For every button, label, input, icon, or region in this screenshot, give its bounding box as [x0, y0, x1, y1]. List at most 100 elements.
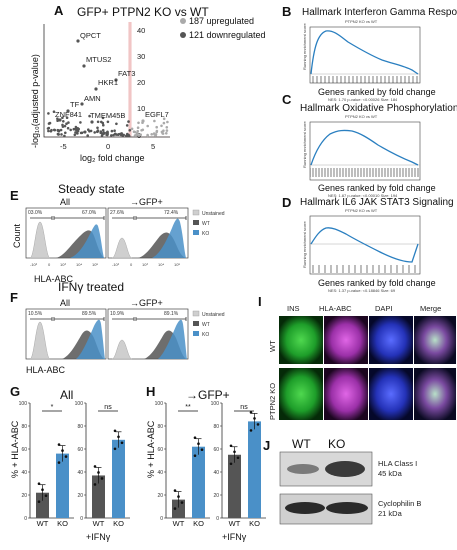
volcano-point: [96, 120, 100, 124]
volcano-point: [150, 133, 153, 136]
micro-col-label: DAPI: [375, 304, 393, 313]
micro-col-label: Merge: [420, 304, 441, 313]
volcano-point-labeled: [114, 78, 118, 82]
legend-wt-swatch: [193, 321, 199, 326]
flow-xtick: -10²: [30, 262, 38, 267]
volcano-ytick: 40: [137, 26, 145, 35]
volcano-point: [76, 127, 80, 130]
replicate-point: [229, 444, 233, 448]
volcano-point: [57, 133, 60, 136]
bar-g-title: All: [60, 388, 73, 402]
volcano-point: [100, 120, 103, 124]
micro-ko-hla: [324, 368, 368, 420]
replicate-point: [64, 455, 68, 458]
bar-wt: [36, 492, 49, 518]
replicate-point: [256, 423, 260, 426]
volcano-xtick: 0: [106, 142, 110, 151]
bar-ytick-label: 40: [21, 470, 27, 476]
bar-ytick-label: 60: [21, 447, 27, 453]
volcano-point: [74, 127, 77, 131]
volcano-point: [112, 133, 115, 137]
volcano-point: [47, 112, 50, 115]
gsea-panel-c: C Hallmark Oxidative Phosphorylation PTP…: [282, 92, 457, 198]
volcano-point: [46, 127, 50, 130]
volcano-point: [47, 129, 50, 133]
micro-ko-merge: [414, 368, 456, 420]
micro-row-label: PTPN2 KO: [268, 383, 277, 420]
volcano-point: [52, 110, 56, 113]
flow-gate: [30, 317, 105, 321]
replicate-point: [233, 450, 236, 454]
volcano-point: [65, 122, 68, 125]
flow-xtick: 10⁵: [92, 262, 98, 267]
blot-band-wt-cyc: [285, 502, 325, 514]
legend-ko-swatch: [193, 331, 199, 336]
volcano-point: [117, 133, 121, 136]
replicate-point: [177, 495, 180, 498]
flow-e-xlabel: HLA-ABC: [34, 274, 74, 284]
volcano-point: [56, 119, 59, 122]
volcano-point: [69, 128, 72, 132]
gsea-title: Hallmark Oxidative Phosphorylation: [300, 103, 457, 114]
volcano-point: [165, 126, 169, 129]
replicate-point: [249, 429, 253, 432]
flow-xtick: 0: [130, 262, 133, 267]
micro-wt-hla: [324, 316, 368, 364]
gsea-subtitle: PTPN2 KO vs WT: [345, 114, 378, 119]
gsea-stats: NES: 1.70 p-value: <0.00026 Size: 184: [328, 97, 398, 102]
significance-label: *: [51, 404, 54, 411]
gate-pct: 67.0%: [82, 210, 97, 216]
volcano-point: [83, 130, 87, 134]
bar-ytick-label: 60: [77, 447, 83, 453]
significance-label: ns: [240, 404, 248, 411]
replicate-point: [173, 489, 177, 492]
volcano-point: [162, 121, 166, 125]
replicate-point: [193, 436, 197, 440]
blot-hla-label: HLA Class I: [378, 459, 417, 468]
volcano-points: [46, 39, 169, 138]
volcano-point: [133, 130, 137, 134]
volcano-point: [160, 124, 163, 128]
volcano-point: [59, 128, 63, 132]
micro-wt-merge: [414, 316, 456, 364]
volcano-point: [155, 129, 159, 133]
flow-e-right-header: →GFP+: [130, 197, 163, 207]
volcano-point: [74, 125, 78, 129]
legend-ko: KO: [202, 231, 209, 237]
bar-ytick-label: 20: [157, 493, 163, 499]
replicate-point: [113, 429, 117, 433]
micro-ko-ins: [279, 368, 323, 420]
bar-h-treatment: +IFNγ: [222, 532, 247, 542]
flow-e-left-header: All: [60, 197, 70, 207]
bar-ytick-label: 80: [213, 424, 219, 430]
volcano-xtick: 5: [151, 142, 155, 151]
enrichment-curve: [310, 30, 419, 75]
bar-ytick-label: 80: [21, 424, 27, 430]
volcano-ytick: 20: [137, 78, 145, 87]
gene-label-amn: AMN: [84, 94, 101, 103]
hist-ko: [76, 319, 105, 359]
hist-unstained: [29, 221, 51, 259]
volcano-point: [137, 134, 141, 137]
volcano-point: [165, 129, 169, 132]
bar-g-ylabel: % + HLA-ABC: [10, 420, 20, 478]
replicate-point: [253, 417, 256, 420]
gsea-title: Hallmark IL6 JAK STAT3 Signaling: [300, 197, 454, 208]
volcano-point-labeled: [82, 64, 86, 68]
replicate-point: [100, 477, 104, 480]
flow-xtick: 10⁵: [174, 262, 180, 267]
flow-e-ylabel: Count: [12, 223, 22, 248]
micro-col-label: INS: [287, 304, 300, 313]
volcano-point: [153, 133, 156, 136]
bar-ytick-label: 20: [77, 493, 83, 499]
replicate-point: [200, 448, 204, 452]
panel-label-g: G: [10, 384, 20, 399]
gate-pct: 10.9%: [110, 311, 125, 317]
bar-xlabel: KO: [193, 519, 204, 528]
gsea-xlabel: Genes ranked by fold change: [318, 87, 436, 97]
volcano-point: [96, 130, 99, 133]
gate-pct: 03.0%: [28, 210, 43, 216]
bar-ytick-label: 0: [80, 516, 83, 522]
flow-e-title: Steady state: [58, 182, 125, 196]
replicate-point: [44, 494, 48, 498]
